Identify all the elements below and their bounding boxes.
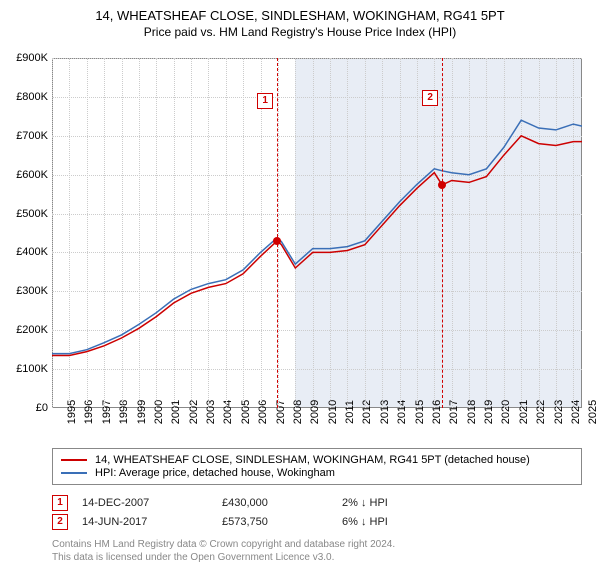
- sale-vline: [442, 58, 443, 408]
- y-axis-label: £400K: [16, 246, 48, 258]
- sales-cell-date: 14-DEC-2007: [82, 497, 222, 509]
- sale-badge: 1: [257, 93, 273, 109]
- y-axis-label: £900K: [16, 52, 48, 64]
- sales-row: 2 14-JUN-2017£573,7506% ↓ HPI: [52, 514, 462, 530]
- legend-swatch: [61, 472, 87, 474]
- footer-attribution: Contains HM Land Registry data © Crown c…: [52, 538, 395, 564]
- sales-badge: 2: [52, 514, 68, 530]
- series-hpi: [52, 120, 582, 353]
- chart-subtitle: Price paid vs. HM Land Registry's House …: [0, 25, 600, 39]
- y-axis-label: £500K: [16, 208, 48, 220]
- series-svg: [52, 58, 582, 408]
- sale-vline: [277, 58, 278, 408]
- legend-box: 14, WHEATSHEAF CLOSE, SINDLESHAM, WOKING…: [52, 448, 582, 485]
- sales-cell-date: 14-JUN-2017: [82, 516, 222, 528]
- legend-item: 14, WHEATSHEAF CLOSE, SINDLESHAM, WOKING…: [61, 454, 573, 466]
- y-axis-label: £600K: [16, 169, 48, 181]
- legend-swatch: [61, 459, 87, 461]
- chart-title: 14, WHEATSHEAF CLOSE, SINDLESHAM, WOKING…: [0, 8, 600, 23]
- sales-cell-delta: 2% ↓ HPI: [342, 497, 462, 509]
- sales-badge: 1: [52, 495, 68, 511]
- y-axis-label: £100K: [16, 363, 48, 375]
- y-axis-label: £800K: [16, 91, 48, 103]
- footer-line-2: This data is licensed under the Open Gov…: [52, 551, 395, 564]
- plot-area: £0£100K£200K£300K£400K£500K£600K£700K£80…: [52, 58, 582, 408]
- sale-badge: 2: [422, 90, 438, 106]
- sales-cell-delta: 6% ↓ HPI: [342, 516, 462, 528]
- chart-container: 14, WHEATSHEAF CLOSE, SINDLESHAM, WOKING…: [0, 8, 600, 568]
- y-axis-label: £700K: [16, 130, 48, 142]
- sales-cell-price: £573,750: [222, 516, 342, 528]
- legend-item: HPI: Average price, detached house, Woki…: [61, 467, 573, 479]
- footer-line-1: Contains HM Land Registry data © Crown c…: [52, 538, 395, 551]
- sale-dot: [438, 181, 446, 189]
- sale-dot: [273, 237, 281, 245]
- legend-label: 14, WHEATSHEAF CLOSE, SINDLESHAM, WOKING…: [95, 454, 530, 466]
- y-axis-label: £200K: [16, 324, 48, 336]
- sales-cell-price: £430,000: [222, 497, 342, 509]
- sales-table: 1 14-DEC-2007£430,0002% ↓ HPI 2 14-JUN-2017…: [52, 492, 462, 533]
- legend-label: HPI: Average price, detached house, Woki…: [95, 467, 335, 479]
- sales-row: 1 14-DEC-2007£430,0002% ↓ HPI: [52, 495, 462, 511]
- y-axis-label: £0: [36, 402, 48, 414]
- series-property: [52, 136, 582, 356]
- y-axis-label: £300K: [16, 285, 48, 297]
